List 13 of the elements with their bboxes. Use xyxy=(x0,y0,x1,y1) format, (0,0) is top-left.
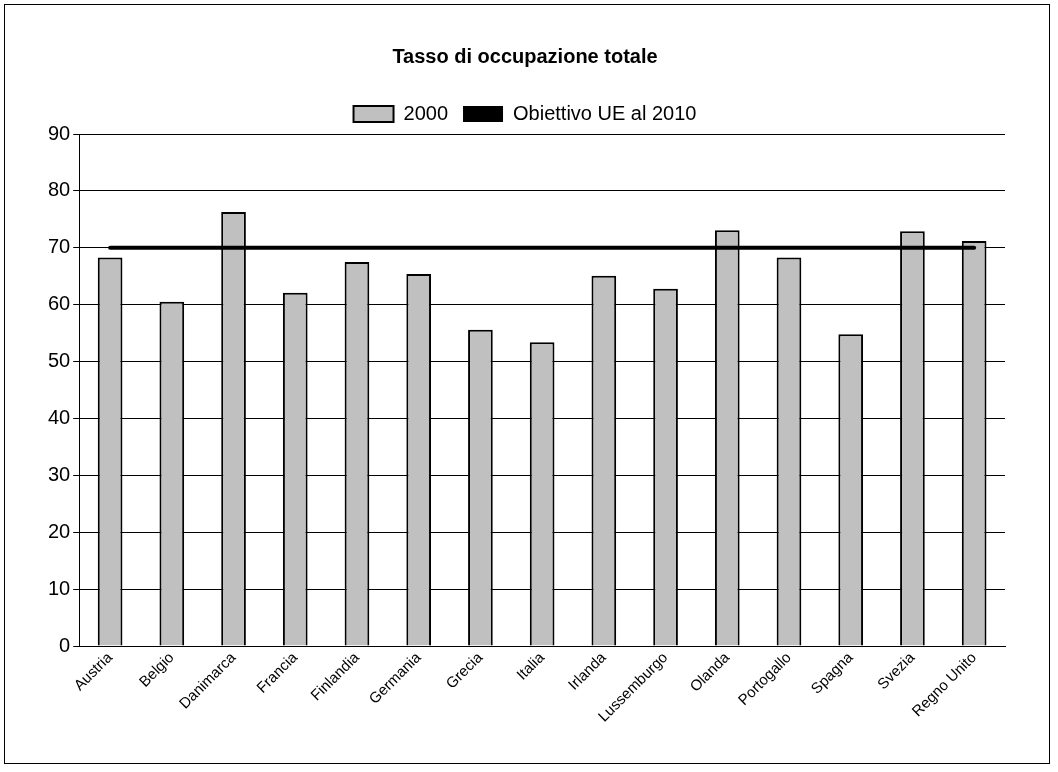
y-tick-label: 70 xyxy=(48,235,71,258)
y-tick-label: 20 xyxy=(48,519,71,542)
chart-title: Tasso di occupazione totale xyxy=(392,44,658,67)
legend-label: Obiettivo UE al 2010 xyxy=(513,101,697,124)
legend-label: 2000 xyxy=(403,101,449,124)
y-tick-label: 30 xyxy=(48,462,71,485)
y-tick-label: 90 xyxy=(48,121,71,144)
y-tick-label: 0 xyxy=(59,633,71,656)
y-tick-label: 40 xyxy=(48,405,71,428)
y-tick-label: 50 xyxy=(48,349,71,372)
y-tick-label: 10 xyxy=(48,576,71,599)
y-tick-label: 80 xyxy=(48,178,71,201)
y-tick-label: 60 xyxy=(48,292,71,315)
